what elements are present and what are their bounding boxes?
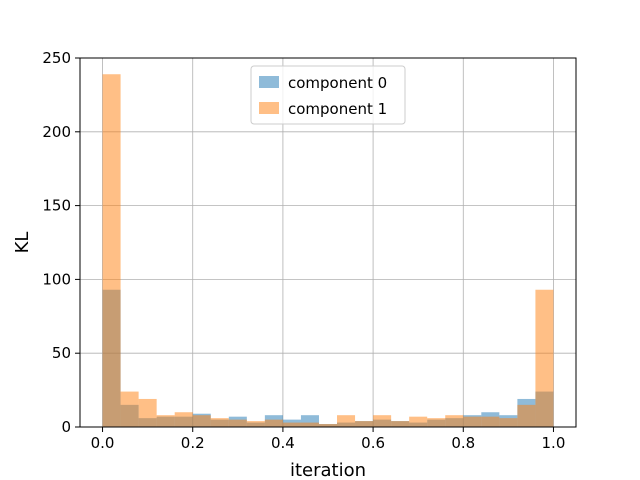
bar xyxy=(373,415,392,427)
legend-swatch xyxy=(259,76,279,88)
bar xyxy=(192,415,211,427)
bar xyxy=(102,74,121,428)
x-tick-label: 0.8 xyxy=(451,434,475,452)
bar xyxy=(318,424,338,427)
bar xyxy=(499,418,518,427)
bar xyxy=(264,419,283,427)
bar xyxy=(156,415,175,427)
bar xyxy=(409,416,428,427)
x-tick-label: 0.4 xyxy=(271,434,295,452)
y-tick-label: 200 xyxy=(42,123,71,141)
bar xyxy=(463,416,482,427)
bar xyxy=(228,419,247,427)
y-tick-label: 50 xyxy=(52,344,71,362)
legend-swatch xyxy=(259,102,279,114)
bar xyxy=(138,398,157,427)
y-tick-label: 100 xyxy=(42,270,71,288)
y-tick-label: 150 xyxy=(42,197,71,215)
x-tick-label: 0.0 xyxy=(91,434,115,452)
bar xyxy=(517,404,536,427)
y-axis-ticks: 0 50 100 150 200 250 xyxy=(42,49,80,436)
legend: component 0 component 1 xyxy=(250,65,406,125)
bars xyxy=(102,74,554,428)
x-tick-label: 0.2 xyxy=(181,434,205,452)
bar xyxy=(282,422,301,427)
legend-box xyxy=(250,65,406,125)
bar xyxy=(391,421,410,427)
bar xyxy=(535,289,554,427)
bar xyxy=(210,418,229,427)
y-tick-label: 250 xyxy=(42,49,71,67)
legend-label: component 0 xyxy=(288,74,387,92)
x-axis-ticks: 0.0 0.2 0.4 0.6 0.8 1.0 xyxy=(91,427,566,452)
bar xyxy=(355,421,374,427)
x-axis-label: iteration xyxy=(290,460,366,480)
bar xyxy=(445,415,464,427)
bar xyxy=(120,391,139,427)
bar xyxy=(427,418,446,427)
y-axis-label: KL xyxy=(12,232,33,254)
plot-frame xyxy=(79,57,577,428)
x-tick-label: 0.6 xyxy=(361,434,385,452)
bar xyxy=(300,415,319,427)
legend-label: component 1 xyxy=(288,100,387,118)
bar xyxy=(174,412,193,427)
bar xyxy=(246,421,265,427)
bar xyxy=(300,422,319,427)
bar xyxy=(481,416,500,427)
bar xyxy=(337,415,356,427)
series-1 xyxy=(102,74,554,428)
y-tick-label: 0 xyxy=(61,418,71,436)
x-tick-label: 1.0 xyxy=(542,434,566,452)
